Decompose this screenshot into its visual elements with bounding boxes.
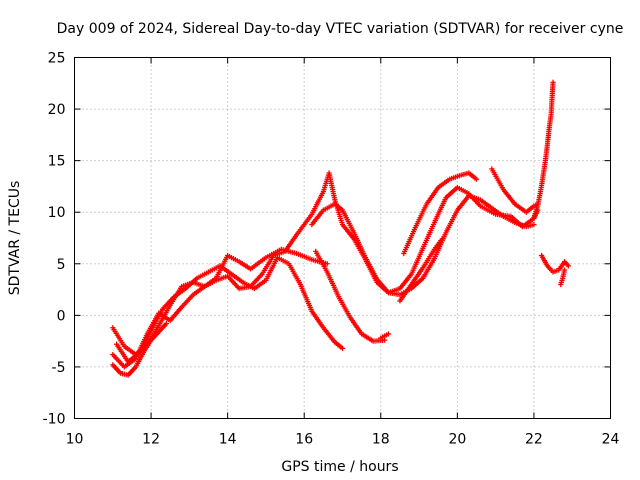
series-track-8	[397, 236, 445, 304]
x-tick-label: 10	[66, 432, 84, 448]
data-point	[473, 176, 480, 182]
x-tick-label: 12	[142, 432, 160, 448]
x-tick-labels: 10 12 14 16 18 20 22 24	[66, 432, 620, 448]
data-point	[324, 261, 330, 267]
series-track-6	[309, 193, 537, 298]
series-track-5	[313, 248, 388, 344]
x-tick-label: 24	[602, 432, 620, 448]
data-point	[439, 236, 445, 242]
data-point	[561, 267, 568, 273]
data-point	[550, 79, 556, 85]
series-track-3	[114, 254, 346, 365]
grid-lines	[74, 57, 611, 419]
series-track-7	[378, 331, 392, 341]
x-tick-label: 22	[525, 432, 543, 448]
series-track-4	[110, 321, 169, 378]
x-tick-label: 20	[448, 432, 466, 448]
series-track-10	[489, 166, 541, 215]
x-tick-label: 16	[295, 432, 313, 448]
axis-ticks	[74, 57, 611, 419]
plot-frame	[74, 57, 611, 419]
series-track-9	[401, 170, 480, 257]
data-point	[339, 345, 346, 351]
y-axis-title: SDTVAR / TECUs	[7, 181, 23, 296]
x-tick-label: 14	[219, 432, 237, 448]
y-tick-label: 25	[48, 51, 66, 67]
y-tick-label: -10	[43, 412, 66, 428]
x-tick-label: 18	[372, 432, 390, 448]
series-track-13	[558, 267, 568, 288]
chart-title: Day 009 of 2024, Sidereal Day-to-day VTE…	[57, 21, 624, 37]
series-track-12	[538, 252, 571, 275]
series-track-11	[531, 79, 556, 220]
data-point	[163, 321, 169, 327]
data-points	[110, 79, 571, 378]
data-point	[565, 263, 571, 269]
y-tick-labels: -10 -5 0 5 10 15 20 25	[43, 51, 66, 428]
data-point	[385, 331, 392, 337]
y-tick-label: 0	[57, 308, 66, 324]
data-point	[531, 221, 537, 228]
x-axis-title: GPS time / hours	[281, 459, 398, 475]
y-tick-label: 10	[48, 205, 66, 221]
y-tick-label: 5	[57, 257, 66, 273]
y-tick-label: 15	[48, 154, 66, 170]
y-tick-label: -5	[52, 360, 66, 376]
y-tick-label: 20	[48, 102, 66, 118]
